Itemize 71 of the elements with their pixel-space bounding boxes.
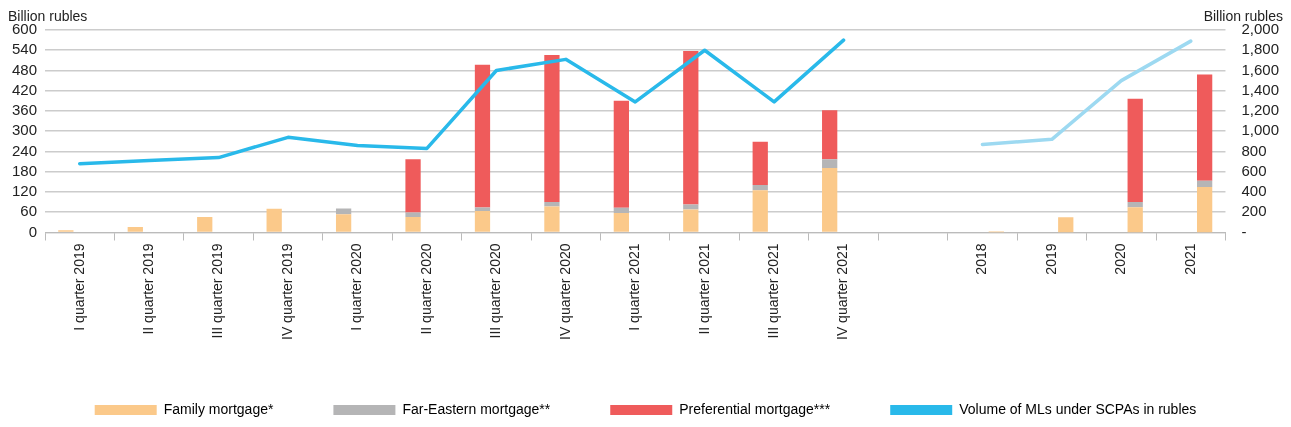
x-tick-label: IV quarter 2020: [556, 243, 573, 341]
bar: [1127, 98, 1143, 203]
bar: [683, 204, 699, 210]
bar: [266, 208, 282, 232]
x-tick-label: III quarter 2021: [764, 243, 781, 339]
bar: [752, 184, 768, 191]
bar: [405, 212, 421, 217]
y-tick-label: 300: [12, 121, 38, 139]
y2-tick-label: 1,600: [1241, 60, 1280, 78]
y2-tick-label: -: [1241, 222, 1247, 240]
x-tick-label: II quarter 2020: [417, 243, 434, 335]
legend-label: Far-Eastern mortgage**: [402, 400, 551, 417]
bar: [822, 110, 838, 160]
bar: [474, 210, 491, 232]
y-tick-label: 60: [20, 202, 38, 220]
bar: [1196, 186, 1213, 233]
bar: [405, 216, 421, 232]
x-tick-label: 2020: [1112, 243, 1129, 275]
legend-label: Preferential mortgage***: [679, 400, 831, 417]
bar: [197, 216, 213, 232]
y2-tick-label: 400: [1241, 182, 1267, 200]
bar: [613, 207, 629, 213]
y2-tick-label: 200: [1241, 202, 1267, 220]
bar: [1058, 217, 1074, 233]
x-tick-label: IV quarter 2019: [278, 243, 295, 341]
y-tick-label: 120: [12, 182, 38, 200]
legend-label: Volume of MLs under SCPAs in rubles: [959, 400, 1197, 417]
legend-label: Family mortgage*: [163, 400, 274, 417]
y-tick-label: 540: [12, 40, 38, 58]
bar: [752, 141, 768, 185]
bar: [822, 168, 838, 232]
y2-tick-label: 1,800: [1241, 40, 1280, 58]
x-tick-label: 2019: [1042, 243, 1059, 275]
bar: [1127, 202, 1143, 208]
bar: [405, 159, 421, 213]
bar: [683, 209, 699, 232]
y-tick-label: 0: [28, 222, 38, 240]
x-tick-label: I quarter 2021: [626, 243, 643, 331]
bar: [474, 64, 491, 208]
x-tick-label: 2018: [973, 243, 990, 275]
y-tick-label: 180: [12, 161, 38, 179]
y2-tick-label: 1,200: [1241, 101, 1280, 119]
bar: [335, 214, 352, 232]
x-tick-label: IV quarter 2021: [834, 243, 851, 341]
x-tick-label: II quarter 2019: [140, 243, 157, 335]
bar: [752, 190, 768, 232]
bar: [1196, 74, 1213, 181]
y-tick-label: 360: [12, 101, 38, 119]
y2-tick-label: 1,400: [1241, 80, 1280, 98]
bar: [613, 212, 629, 232]
y2-tick-label: 800: [1241, 141, 1267, 159]
bar: [822, 159, 838, 169]
y-tick-label: 420: [12, 80, 38, 98]
x-tick-label: I quarter 2020: [348, 243, 365, 331]
bar: [127, 227, 143, 232]
bar: [1196, 180, 1213, 187]
bar: [683, 50, 699, 205]
y-tick-label: 240: [12, 141, 38, 159]
y-tick-label: 480: [12, 60, 38, 78]
bar: [544, 54, 560, 203]
x-tick-label: III quarter 2019: [209, 243, 226, 339]
bar: [1127, 207, 1143, 233]
x-tick-label: I quarter 2019: [70, 243, 87, 331]
y2-tick-label: 600: [1241, 161, 1267, 179]
x-tick-label: II quarter 2021: [695, 243, 712, 335]
bar: [613, 100, 629, 208]
x-tick-label: 2021: [1181, 243, 1198, 275]
x-tick-label: III quarter 2020: [487, 243, 504, 339]
bar: [544, 206, 560, 232]
y2-tick-label: 1,000: [1241, 121, 1280, 139]
bar: [544, 202, 560, 207]
